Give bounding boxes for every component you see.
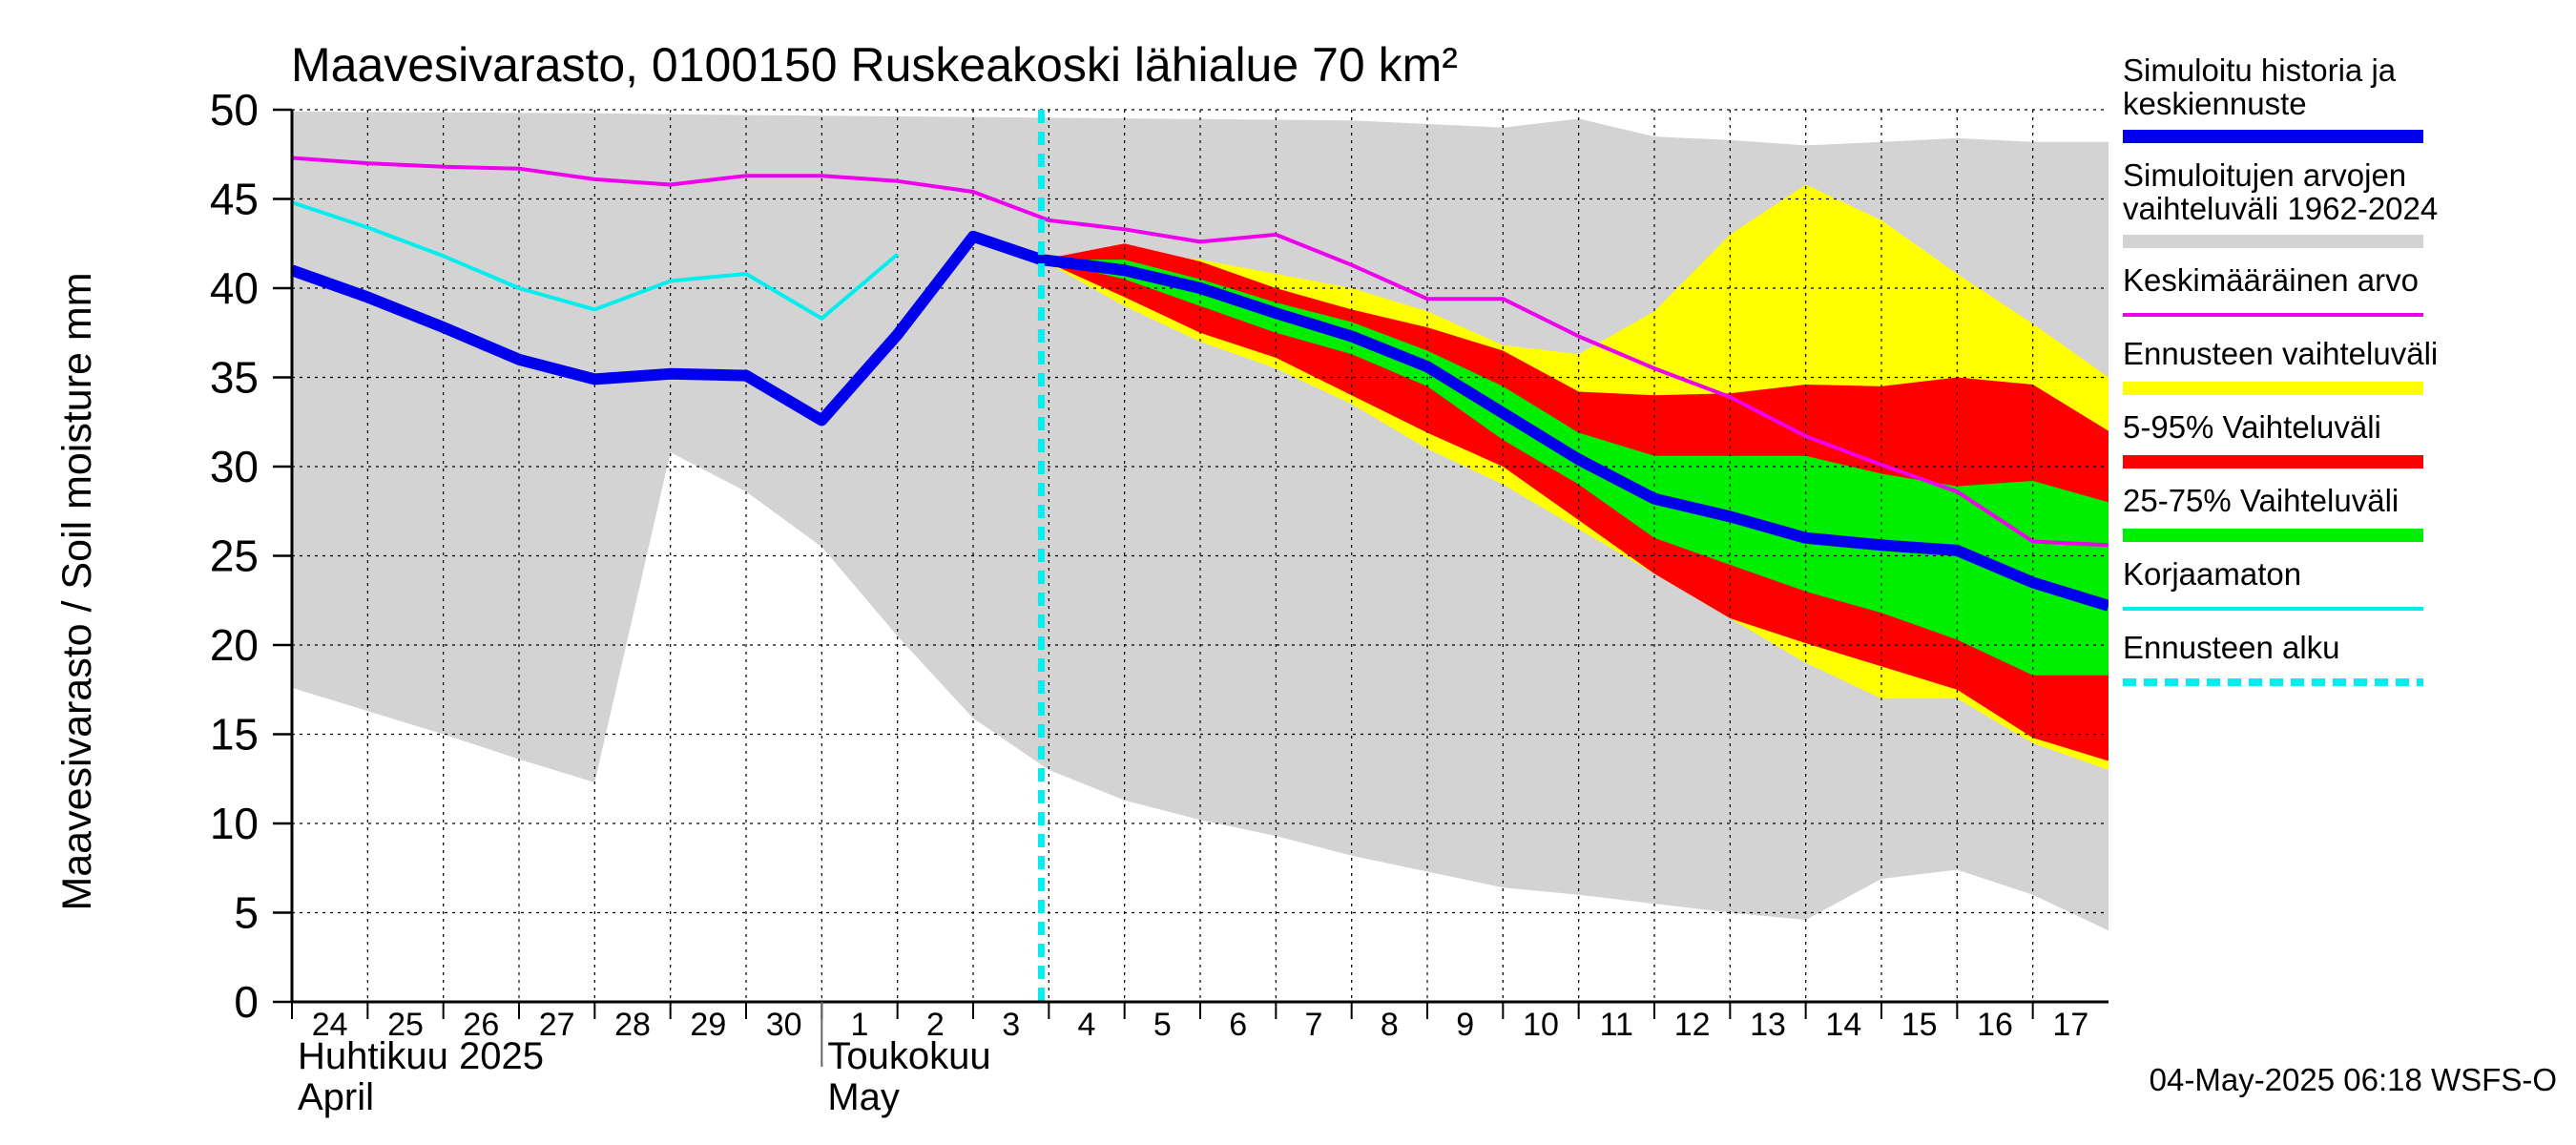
month-label-en: May xyxy=(827,1076,900,1118)
y-tick-label: 45 xyxy=(210,175,259,224)
x-tick-label: 28 xyxy=(614,1007,651,1043)
y-tick-label: 50 xyxy=(210,85,259,135)
legend-label: Keskimääräinen arvo xyxy=(2123,262,2419,298)
y-tick-label: 10 xyxy=(210,799,259,848)
chart-title: Maavesivarasto, 0100150 Ruskeakoski lähi… xyxy=(291,38,1458,92)
legend-label: Korjaamaton xyxy=(2123,556,2301,592)
p5-95-band xyxy=(1041,243,2109,761)
x-tick-label: 8 xyxy=(1381,1007,1399,1043)
p25-75-band xyxy=(1041,260,2109,676)
x-tick-label: 2 xyxy=(926,1007,945,1043)
legend-label: Ennusteen alku xyxy=(2123,630,2340,665)
y-tick-label: 20 xyxy=(210,620,259,670)
month-label-fi: Huhtikuu 2025 xyxy=(298,1035,544,1077)
x-tick-label: 29 xyxy=(690,1007,726,1043)
x-tick-label: 11 xyxy=(1600,1007,1633,1043)
grid xyxy=(292,109,2109,1002)
x-tick-label: 3 xyxy=(1002,1007,1020,1043)
x-tick-label: 5 xyxy=(1153,1007,1172,1043)
x-tick-label: 26 xyxy=(463,1007,499,1043)
series-lines xyxy=(292,110,2109,1002)
month-label-fi: Toukokuu xyxy=(827,1035,990,1077)
history-median-line xyxy=(292,230,2109,612)
month-label-en: April xyxy=(298,1076,374,1118)
timestamp-footer: 04-May-2025 06:18 WSFS-O xyxy=(2150,1062,2557,1097)
x-tick-label: 16 xyxy=(1977,1007,2013,1043)
x-tick-label: 13 xyxy=(1750,1007,1786,1043)
y-tick-label: 25 xyxy=(210,531,259,581)
x-tick-label: 6 xyxy=(1229,1007,1247,1043)
x-tick-label: 15 xyxy=(1901,1007,1938,1043)
x-tick-label: 12 xyxy=(1674,1007,1711,1043)
y-axis-label: Maavesivarasto / Soil moisture mm xyxy=(54,272,100,910)
mean-line xyxy=(292,156,2109,548)
x-tick-label: 10 xyxy=(1523,1007,1559,1043)
x-tick-label: 17 xyxy=(2052,1007,2088,1043)
y-tick-label: 5 xyxy=(234,888,259,938)
x-tick-label: 24 xyxy=(312,1007,348,1043)
y-tick-label: 35 xyxy=(210,353,259,403)
legend-label: Simuloitu historia ja xyxy=(2123,52,2397,88)
legend-label: Simuloitujen arvojen xyxy=(2123,157,2406,193)
legend-label-line2: keskiennuste xyxy=(2123,86,2307,121)
x-tick-label: 27 xyxy=(539,1007,575,1043)
y-tick-label: 15 xyxy=(210,710,259,760)
x-tick-label: 4 xyxy=(1078,1007,1096,1043)
x-tick-label: 9 xyxy=(1456,1007,1474,1043)
y-tick-label: 40 xyxy=(210,263,259,313)
x-tick-label: 25 xyxy=(387,1007,424,1043)
uncorrected-line xyxy=(292,200,899,321)
x-tick-label: 1 xyxy=(851,1007,869,1043)
x-tick-label: 14 xyxy=(1825,1007,1861,1043)
legend-label: 25-75% Vaihteluväli xyxy=(2123,483,2399,518)
y-tick-label: 30 xyxy=(210,442,259,491)
y-tick-label: 0 xyxy=(234,977,259,1027)
legend-label: 5-95% Vaihteluväli xyxy=(2123,409,2381,445)
legend-label-line2: vaihteluväli 1962-2024 xyxy=(2123,191,2438,226)
x-tick-label: 7 xyxy=(1305,1007,1323,1043)
legend-label: Ennusteen vaihteluväli xyxy=(2123,336,2438,371)
x-tick-label: 30 xyxy=(766,1007,802,1043)
